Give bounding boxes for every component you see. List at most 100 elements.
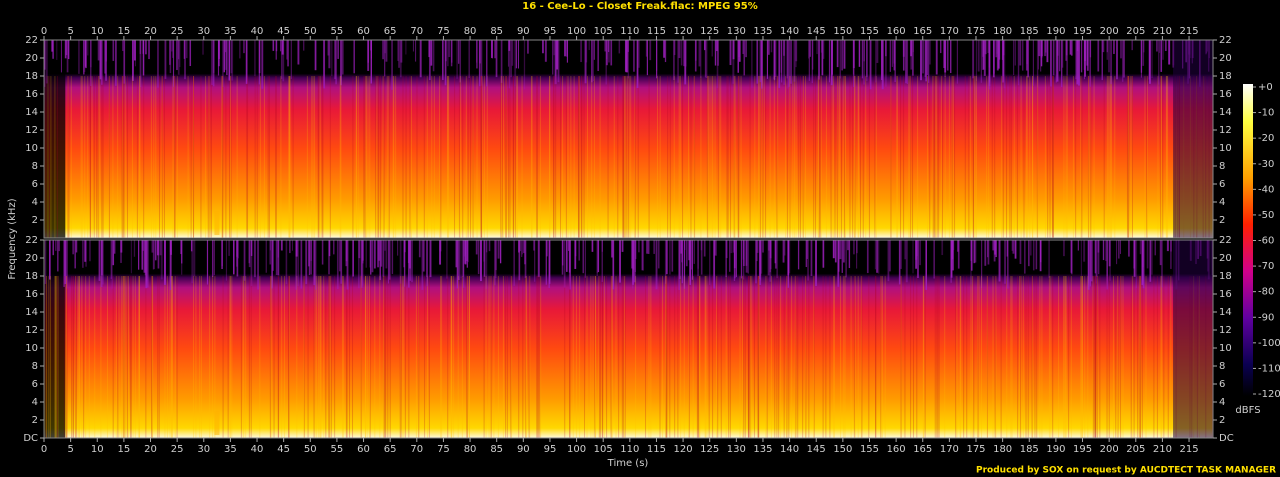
spectrogram-texture	[1163, 276, 1165, 438]
spectrogram-texture	[500, 40, 503, 83]
spectrogram-texture	[228, 40, 231, 81]
spectrogram-texture	[787, 240, 789, 288]
x-tick-label: 200	[1100, 26, 1119, 37]
spectrogram-texture	[869, 40, 872, 90]
spectrogram-texture	[369, 76, 371, 238]
spectrogram-texture	[951, 76, 953, 238]
spectrogram-texture	[467, 76, 469, 238]
spectrogram-texture	[588, 40, 590, 51]
spectrogram-texture	[1103, 76, 1105, 238]
spectrogram-texture	[336, 240, 339, 290]
spectrogram-texture	[405, 76, 407, 238]
spectrogram-texture	[265, 240, 267, 273]
spectrogram-texture	[453, 276, 455, 438]
spectrogram-texture	[787, 40, 789, 89]
spectrogram-texture	[334, 276, 336, 438]
spectrogram-texture	[536, 76, 538, 238]
spectrogram-texture	[940, 76, 942, 238]
spectrogram-texture	[849, 76, 851, 238]
spectrogram-texture	[937, 276, 939, 438]
spectrogram-texture	[831, 76, 833, 238]
spectrogram-texture	[699, 276, 701, 438]
spectrogram-texture	[77, 276, 79, 438]
spectrogram-texture	[765, 276, 767, 438]
spectrogram-texture	[747, 240, 749, 274]
spectrogram-texture	[151, 276, 153, 438]
spectrogram-texture	[146, 240, 149, 288]
x-tick-label: 165	[913, 26, 932, 37]
spectrogram-texture	[84, 76, 86, 238]
spectrogram-texture	[646, 40, 648, 76]
spectrogram-texture	[1058, 276, 1060, 438]
spectrogram-texture	[767, 240, 770, 251]
spectrogram-texture	[832, 240, 835, 259]
spectrogram-texture	[1036, 40, 1039, 88]
spectrogram-texture	[1064, 276, 1066, 438]
spectrogram-texture	[1032, 76, 1034, 238]
spectrogram-texture	[815, 76, 817, 238]
spectrogram-texture	[277, 240, 280, 276]
spectrogram-texture	[1160, 40, 1163, 72]
spectrogram-texture	[415, 40, 417, 62]
spectrogram-texture	[562, 76, 564, 238]
y-tick-label: 22	[1219, 35, 1232, 46]
spectrogram-texture	[221, 240, 224, 267]
spectrogram-texture	[1116, 40, 1118, 80]
spectrogram-texture	[65, 40, 68, 56]
spectrogram-texture	[495, 40, 498, 78]
spectrogram-texture	[1119, 240, 1121, 254]
spectrogram-texture	[986, 276, 988, 438]
spectrogram-texture	[917, 76, 919, 238]
spectrogram-texture	[388, 240, 391, 280]
y-tick-label: 22	[25, 35, 38, 46]
spectrogram-texture	[63, 240, 65, 287]
spectrogram-texture	[525, 276, 527, 438]
spectrogram-texture	[1173, 40, 1213, 238]
spectrogram-texture	[1045, 40, 1047, 53]
spectrogram-texture	[468, 276, 470, 438]
spectrogram-texture	[172, 40, 175, 87]
spectrogram-texture	[454, 76, 456, 238]
spectrogram-texture	[628, 76, 630, 238]
spectrogram-texture	[124, 276, 126, 438]
spectrogram-texture	[87, 40, 89, 56]
spectrogram-texture	[848, 240, 851, 269]
spectrogram-texture	[972, 76, 974, 238]
spectrogram-texture	[458, 240, 460, 281]
spectrogram-texture	[1075, 40, 1077, 80]
spectrogram-texture	[678, 76, 680, 238]
spectrogram-texture	[1140, 40, 1142, 78]
spectrogram-texture	[488, 240, 491, 252]
spectrogram-texture	[1066, 76, 1068, 238]
spectrogram-texture	[828, 40, 830, 83]
spectrogram-texture	[171, 276, 173, 438]
x-tick-label: 100	[567, 26, 586, 37]
spectrogram-texture	[483, 240, 486, 277]
spectrogram-texture	[822, 240, 825, 268]
spectrogram-texture	[384, 240, 386, 251]
spectrogram-texture	[537, 240, 540, 278]
spectrogram-texture	[448, 40, 451, 58]
spectrogram-texture	[497, 240, 500, 259]
spectrogram-texture	[275, 76, 277, 238]
spectrogram-texture	[590, 276, 592, 438]
spectrogram-texture	[758, 76, 760, 238]
spectrogram-texture	[157, 40, 159, 88]
spectrogram-texture	[342, 276, 344, 438]
spectrogram-texture	[100, 276, 102, 438]
spectrogram-texture	[974, 76, 976, 238]
spectrogram-texture	[564, 40, 566, 57]
spectrogram-texture	[766, 276, 768, 438]
spectrogram-texture	[682, 76, 684, 238]
spectrogram-texture	[151, 276, 153, 438]
y-tick-label: 18	[25, 71, 38, 82]
spectrogram-texture	[229, 76, 231, 238]
spectrogram-texture	[884, 276, 886, 438]
spectrogram-texture	[860, 76, 862, 238]
spectrogram-texture	[507, 40, 510, 67]
spectrogram-texture	[896, 76, 898, 238]
spectrogram-texture	[597, 40, 599, 72]
spectrogram-texture	[391, 240, 394, 274]
spectrogram-texture	[612, 240, 615, 290]
spectrogram-texture	[1072, 76, 1074, 238]
